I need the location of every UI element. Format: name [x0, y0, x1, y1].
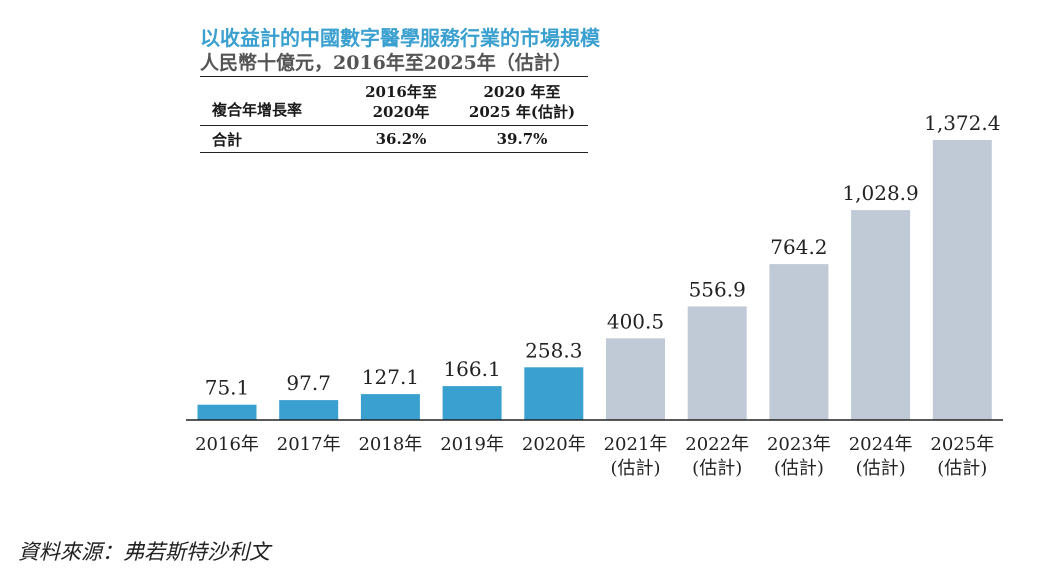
bar-1 — [197, 404, 257, 420]
source-note: 資料來源：弗若斯特沙利文 — [18, 540, 270, 564]
category-note-9: (估計) — [856, 458, 906, 479]
cagr-col1-value: 36.2% — [375, 130, 427, 148]
value-label-4: 166.1 — [443, 357, 500, 381]
category-label-2: 2017年 — [277, 434, 341, 455]
bar-5 — [524, 367, 584, 420]
category-label-7: 2022年 — [685, 434, 749, 455]
bar-7 — [687, 306, 747, 420]
value-label-3: 127.1 — [362, 365, 419, 389]
value-label-8: 764.2 — [770, 235, 827, 259]
value-label-9: 1,028.9 — [842, 181, 918, 205]
category-label-3: 2018年 — [358, 434, 422, 455]
category-note-6: (估計) — [610, 458, 660, 479]
value-label-7: 556.9 — [689, 277, 746, 301]
bar-4 — [442, 386, 502, 420]
value-label-5: 258.3 — [525, 338, 582, 362]
cagr-col2-header-line1: 2020 年至 — [483, 83, 561, 101]
cagr-table: 複合年增長率 2016年至 2020年 2020 年至 2025 年(估計) 合… — [200, 76, 588, 153]
category-label-4: 2019年 — [440, 434, 504, 455]
category-label-9: 2024年 — [849, 434, 913, 455]
cagr-row-label: 合計 — [212, 130, 243, 149]
cagr-col2-header-line2: 2025 年(估計) — [468, 103, 576, 121]
category-note-10: (估計) — [937, 458, 987, 479]
chart-subtitle: 人民幣十億元，2016年至2025年（估計） — [200, 52, 572, 74]
bar-10 — [932, 140, 992, 420]
bar-2 — [279, 400, 339, 420]
value-label-10: 1,372.4 — [924, 111, 1000, 135]
category-note-7: (估計) — [692, 458, 742, 479]
bar-8 — [769, 264, 829, 420]
cagr-col1-header-line1: 2016年至 — [365, 83, 437, 101]
cagr-row-label-header: 複合年增長率 — [212, 101, 303, 119]
cagr-col1-header-line2: 2020年 — [372, 103, 430, 121]
bar-6 — [606, 338, 665, 420]
cagr-col2-value: 39.7% — [496, 130, 548, 148]
bars-group — [197, 140, 992, 420]
cagr-total-row: 合計 36.2% 39.7% — [200, 126, 588, 152]
value-label-6: 400.5 — [607, 309, 664, 333]
category-label-6: 2021年 — [604, 434, 668, 455]
value-label-1: 75.1 — [205, 376, 250, 400]
chart-title: 以收益計的中國數字醫學服務行業的市場規模 — [200, 26, 600, 50]
value-label-2: 97.7 — [286, 371, 331, 395]
bar-9 — [851, 210, 911, 420]
category-label-1: 2016年 — [195, 434, 259, 455]
labels-group: 75.1 2016年 97.7 2017年 127.1 2018年 166.1 2019年 25… — [195, 111, 1000, 479]
category-label-10: 2025年 — [930, 434, 994, 455]
category-label-8: 2023年 — [767, 434, 831, 455]
cagr-col1-header: 2016年至 2020年 — [346, 82, 456, 125]
category-label-5: 2020年 — [522, 434, 586, 455]
cagr-header-row: 複合年增長率 2016年至 2020年 2020 年至 2025 年(估計) — [200, 77, 588, 126]
cagr-col2-header: 2020 年至 2025 年(估計) — [456, 82, 588, 125]
category-note-8: (估計) — [774, 458, 824, 479]
bar-3 — [360, 394, 420, 420]
